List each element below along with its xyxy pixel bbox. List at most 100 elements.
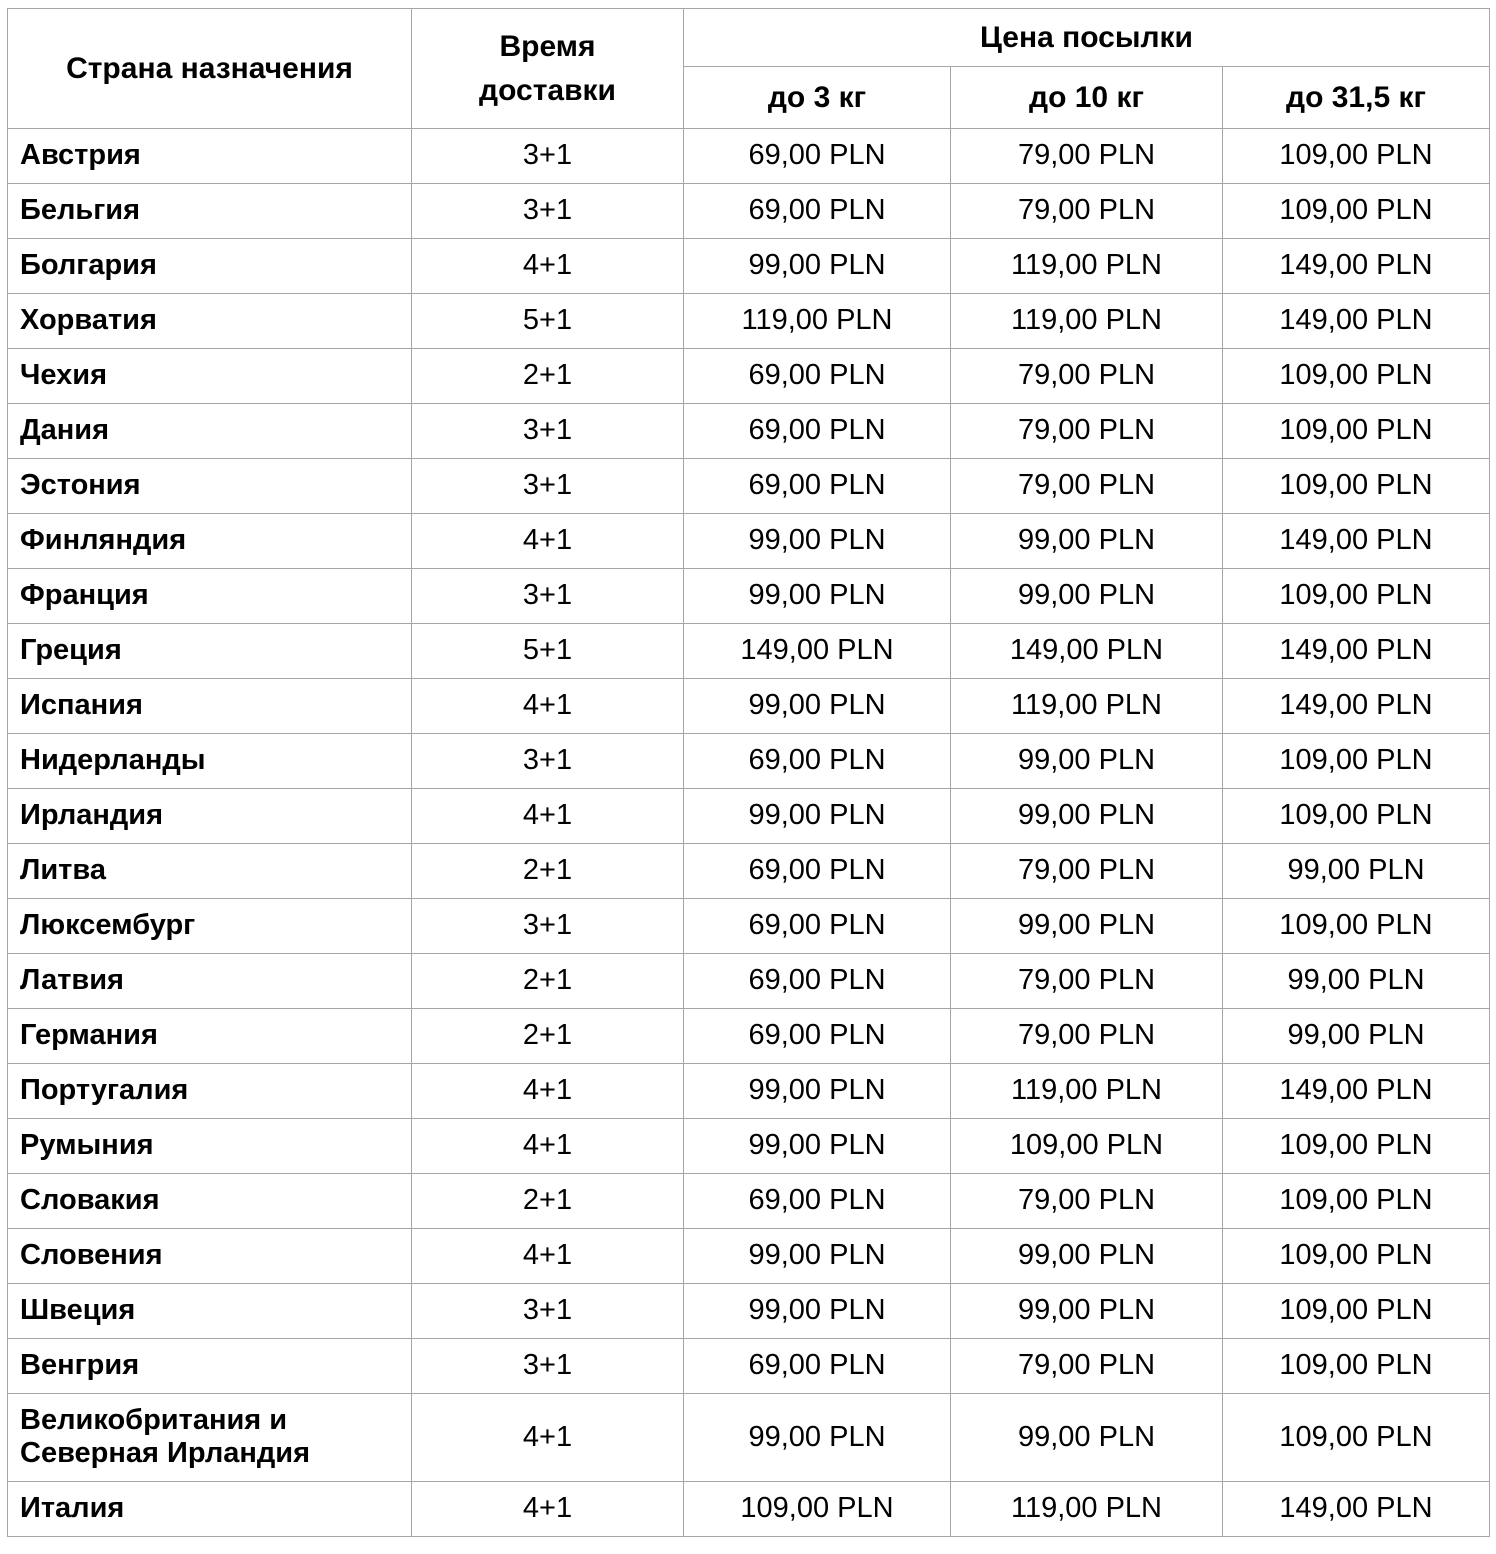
table-row: Дания 3+1 69,00 PLN 79,00 PLN 109,00 PLN bbox=[7, 403, 1491, 459]
country-cell: Ирландия bbox=[7, 788, 412, 844]
price-up-to-3kg-cell: 99,00 PLN bbox=[683, 1283, 951, 1339]
price-up-to-10kg-cell: 79,00 PLN bbox=[950, 953, 1223, 1009]
delivery-time-cell: 4+1 bbox=[411, 1228, 684, 1284]
table-row: Греция 5+1 149,00 PLN 149,00 PLN 149,00 PLN bbox=[7, 623, 1491, 679]
price-up-to-31-5kg-cell: 109,00 PLN bbox=[1221, 128, 1491, 184]
price-up-to-10kg-cell: 79,00 PLN bbox=[950, 183, 1223, 239]
table-row: Словакия 2+1 69,00 PLN 79,00 PLN 109,00 PLN bbox=[7, 1173, 1491, 1229]
price-up-to-3kg-cell: 109,00 PLN bbox=[683, 1480, 951, 1537]
delivery-time-cell: 2+1 bbox=[411, 348, 684, 404]
price-up-to-3kg-cell: 119,00 PLN bbox=[683, 293, 951, 349]
country-cell: Латвия bbox=[7, 953, 412, 1009]
price-up-to-31-5kg-cell: 109,00 PLN bbox=[1221, 1393, 1491, 1482]
delivery-time-cell: 4+1 bbox=[411, 788, 684, 844]
price-up-to-3kg-cell: 99,00 PLN bbox=[683, 568, 951, 624]
delivery-time-cell: 2+1 bbox=[411, 1173, 684, 1229]
column-header-destination-country: Страна назначения bbox=[7, 8, 412, 129]
price-up-to-31-5kg-cell: 149,00 PLN bbox=[1221, 678, 1491, 734]
price-up-to-31-5kg-cell: 149,00 PLN bbox=[1221, 238, 1491, 294]
country-cell: Греция bbox=[7, 623, 412, 679]
table-row: Германия 2+1 69,00 PLN 79,00 PLN 99,00 PLN bbox=[7, 1008, 1491, 1064]
delivery-time-cell: 3+1 bbox=[411, 183, 684, 239]
table-row: Люксембург 3+1 69,00 PLN 99,00 PLN 109,00 PL… bbox=[7, 898, 1491, 954]
price-up-to-3kg-cell: 69,00 PLN bbox=[683, 953, 951, 1009]
country-cell: Великобритания и Северная Ирландия bbox=[7, 1393, 412, 1482]
price-up-to-31-5kg-cell: 109,00 PLN bbox=[1221, 1228, 1491, 1284]
country-cell: Франция bbox=[7, 568, 412, 624]
price-up-to-3kg-cell: 69,00 PLN bbox=[683, 183, 951, 239]
column-header-delivery-time: Время доставки bbox=[411, 8, 684, 129]
table-row: Словения 4+1 99,00 PLN 99,00 PLN 109,00 PLN bbox=[7, 1228, 1491, 1284]
price-up-to-31-5kg-cell: 109,00 PLN bbox=[1221, 1283, 1491, 1339]
delivery-time-cell: 3+1 bbox=[411, 403, 684, 459]
price-up-to-10kg-cell: 79,00 PLN bbox=[950, 1173, 1223, 1229]
table-row: Литва 2+1 69,00 PLN 79,00 PLN 99,00 PLN bbox=[7, 843, 1491, 899]
price-up-to-3kg-cell: 69,00 PLN bbox=[683, 1008, 951, 1064]
country-cell: Нидерланды bbox=[7, 733, 412, 789]
country-cell: Хорватия bbox=[7, 293, 412, 349]
price-up-to-31-5kg-cell: 109,00 PLN bbox=[1221, 348, 1491, 404]
delivery-time-cell: 4+1 bbox=[411, 1480, 684, 1537]
price-up-to-10kg-cell: 99,00 PLN bbox=[950, 568, 1223, 624]
price-up-to-3kg-cell: 99,00 PLN bbox=[683, 1228, 951, 1284]
table-row: Чехия 2+1 69,00 PLN 79,00 PLN 109,00 PLN bbox=[7, 348, 1491, 404]
table-row: Португалия 4+1 99,00 PLN 119,00 PLN 149,00 P… bbox=[7, 1063, 1491, 1119]
price-up-to-10kg-cell: 99,00 PLN bbox=[950, 898, 1223, 954]
price-up-to-3kg-cell: 99,00 PLN bbox=[683, 1393, 951, 1482]
price-up-to-31-5kg-cell: 109,00 PLN bbox=[1221, 733, 1491, 789]
price-up-to-10kg-cell: 79,00 PLN bbox=[950, 403, 1223, 459]
column-header-up-to-10kg: до 10 кг bbox=[950, 66, 1223, 129]
delivery-time-cell: 2+1 bbox=[411, 843, 684, 899]
price-up-to-3kg-cell: 99,00 PLN bbox=[683, 678, 951, 734]
delivery-time-cell: 4+1 bbox=[411, 1118, 684, 1174]
column-header-up-to-3kg: до 3 кг bbox=[683, 66, 951, 129]
delivery-time-cell: 3+1 bbox=[411, 898, 684, 954]
price-up-to-3kg-cell: 69,00 PLN bbox=[683, 898, 951, 954]
table-row: Латвия 2+1 69,00 PLN 79,00 PLN 99,00 PLN bbox=[7, 953, 1491, 1009]
delivery-time-cell: 3+1 bbox=[411, 568, 684, 624]
delivery-time-cell: 2+1 bbox=[411, 1008, 684, 1064]
price-up-to-31-5kg-cell: 149,00 PLN bbox=[1221, 293, 1491, 349]
country-cell: Словакия bbox=[7, 1173, 412, 1229]
price-up-to-10kg-cell: 79,00 PLN bbox=[950, 843, 1223, 899]
price-up-to-31-5kg-cell: 109,00 PLN bbox=[1221, 403, 1491, 459]
price-up-to-31-5kg-cell: 109,00 PLN bbox=[1221, 183, 1491, 239]
country-cell: Люксембург bbox=[7, 898, 412, 954]
column-header-up-to-31-5kg: до 31,5 кг bbox=[1221, 66, 1491, 129]
price-up-to-3kg-cell: 69,00 PLN bbox=[683, 1338, 951, 1394]
price-up-to-10kg-cell: 119,00 PLN bbox=[950, 1063, 1223, 1119]
delivery-time-cell: 5+1 bbox=[411, 623, 684, 679]
price-up-to-31-5kg-cell: 109,00 PLN bbox=[1221, 898, 1491, 954]
price-up-to-10kg-cell: 79,00 PLN bbox=[950, 348, 1223, 404]
delivery-time-cell: 3+1 bbox=[411, 128, 684, 184]
header-row-group: Страна назначения Время доставки Цена по… bbox=[7, 8, 1491, 129]
price-up-to-10kg-cell: 119,00 PLN bbox=[950, 678, 1223, 734]
table-row: Италия 4+1 109,00 PLN 119,00 PLN 149,00 PLN bbox=[7, 1480, 1491, 1537]
price-up-to-3kg-cell: 69,00 PLN bbox=[683, 458, 951, 514]
price-up-to-10kg-cell: 99,00 PLN bbox=[950, 1228, 1223, 1284]
price-up-to-31-5kg-cell: 109,00 PLN bbox=[1221, 1118, 1491, 1174]
country-cell: Болгария bbox=[7, 238, 412, 294]
price-up-to-31-5kg-cell: 149,00 PLN bbox=[1221, 1063, 1491, 1119]
table-row: Нидерланды 3+1 69,00 PLN 99,00 PLN 109,00 PL… bbox=[7, 733, 1491, 789]
delivery-time-cell: 3+1 bbox=[411, 458, 684, 514]
country-cell: Чехия bbox=[7, 348, 412, 404]
price-up-to-31-5kg-cell: 149,00 PLN bbox=[1221, 1480, 1491, 1537]
price-up-to-3kg-cell: 149,00 PLN bbox=[683, 623, 951, 679]
table-row: Румыния 4+1 99,00 PLN 109,00 PLN 109,00 PLN bbox=[7, 1118, 1491, 1174]
column-header-parcel-price-group: Цена посылки bbox=[682, 8, 1491, 67]
price-up-to-10kg-cell: 99,00 PLN bbox=[950, 1393, 1223, 1482]
country-cell: Швеция bbox=[7, 1283, 412, 1339]
country-cell: Бельгия bbox=[7, 183, 412, 239]
delivery-time-cell: 4+1 bbox=[411, 1063, 684, 1119]
table-row: Швеция 3+1 99,00 PLN 99,00 PLN 109,00 PLN bbox=[7, 1283, 1491, 1339]
table-row: Бельгия 3+1 69,00 PLN 79,00 PLN 109,00 PLN bbox=[7, 183, 1491, 239]
delivery-time-cell: 4+1 bbox=[411, 1393, 684, 1482]
table-row: Великобритания и Северная Ирландия 4+1 99,… bbox=[7, 1393, 1491, 1482]
delivery-time-cell: 2+1 bbox=[411, 953, 684, 1009]
price-up-to-31-5kg-cell: 149,00 PLN bbox=[1221, 623, 1491, 679]
country-cell: Финляндия bbox=[7, 513, 412, 569]
delivery-time-cell: 3+1 bbox=[411, 1283, 684, 1339]
price-up-to-31-5kg-cell: 109,00 PLN bbox=[1221, 458, 1491, 514]
